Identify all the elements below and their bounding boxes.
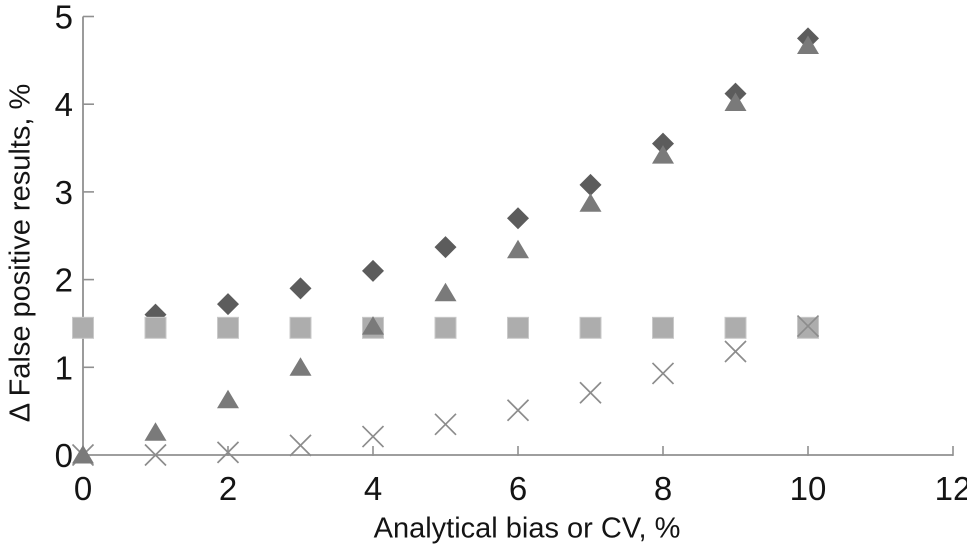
y-tick-label: 2 [55,262,73,299]
x-tick-label: 8 [654,470,672,507]
data-point-triangle [144,422,167,441]
data-point-square [289,316,312,339]
data-point-triangle [434,282,457,302]
data-point-square [434,316,457,339]
x-tick-label: 10 [790,470,827,507]
data-point-diamond [652,132,674,155]
x-tick-label: 2 [219,470,237,507]
y-tick-label: 1 [55,349,73,386]
data-point-square [579,316,602,339]
data-point-diamond [289,277,312,300]
data-point-triangle [289,357,312,376]
data-point-triangle [72,445,94,464]
data-point-triangle [579,193,602,212]
data-point-x [361,425,385,448]
x-tick-label: 12 [935,470,967,507]
data-point-x [289,434,312,457]
data-point-diamond [507,207,529,230]
y-tick-label: 3 [55,174,73,211]
data-point-square [144,316,167,339]
data-point-x [506,399,530,422]
data-point-triangle [217,389,239,409]
data-point-x [434,413,457,436]
data-point-square [217,316,239,339]
data-point-x [144,443,167,467]
x-tick-label: 0 [74,470,92,507]
data-point-square [724,316,747,339]
data-point-x [651,362,675,385]
x-tick-label: 6 [509,470,527,507]
data-point-square [652,316,674,339]
data-point-x [579,381,602,404]
data-point-diamond [217,293,239,316]
data-point-diamond [579,173,602,196]
data-point-square [797,316,819,339]
y-tick-label: 0 [55,437,73,474]
data-point-square [72,316,94,339]
x-axis-title: Analytical bias or CV, % [373,512,681,545]
data-point-triangle [724,92,747,111]
data-point-diamond [362,259,384,282]
data-point-x [216,441,240,464]
y-tick-label: 5 [55,0,73,36]
y-axis-title: Δ False positive results, % [4,83,37,423]
x-tick-label: 4 [364,470,382,507]
data-point-triangle [362,316,384,335]
data-point-triangle [797,35,819,54]
data-point-x [796,314,820,338]
y-tick-label: 4 [55,86,73,123]
data-point-triangle [652,145,674,164]
data-point-square [507,316,529,339]
data-point-x [724,340,747,363]
data-point-diamond [434,236,457,259]
data-point-triangle [507,239,529,259]
